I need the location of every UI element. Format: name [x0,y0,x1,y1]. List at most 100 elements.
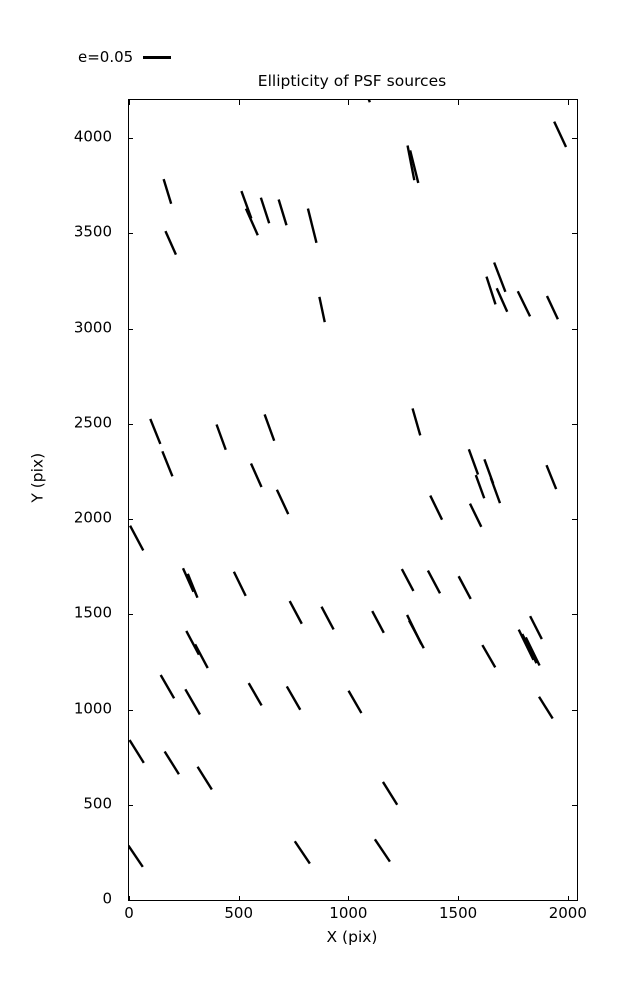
psf-whisker [481,644,497,668]
ellipticity-scale-legend: e=0.05 [78,44,172,70]
x-ticklabel: 0 [124,904,134,922]
x-ticklabel: 1000 [329,904,368,922]
y-tick [128,709,133,711]
y-tick [128,804,133,806]
y-ticklabel: 3500 [73,222,112,241]
psf-whisker [162,178,173,205]
psf-whisker [320,606,335,631]
psf-whisker [553,121,568,148]
x-tick [238,896,240,901]
psf-whisker [164,230,178,256]
legend-label: e=0.05 [78,47,134,66]
psf-whisker [457,575,472,600]
psf-whisker [467,448,480,475]
y-ticklabel: 1000 [73,699,112,718]
y-tick [128,900,133,901]
psf-whisker [381,781,399,806]
psf-whisker [407,619,425,649]
psf-whisker [244,208,259,236]
psf-whisker [186,573,199,599]
psf-whisker [196,766,213,791]
y-tick-right [572,804,577,806]
psf-whisker [489,477,502,504]
y-tick-right [572,423,577,425]
x-tick-top [458,100,460,105]
psf-whisker [161,450,174,477]
x-ticklabel: 2000 [548,904,587,922]
x-tick [567,896,569,901]
psf-whisker [429,495,444,521]
y-tick [128,614,133,616]
y-ticklabel: 4000 [73,127,112,146]
x-tick-top [567,100,569,105]
whisker-series [129,100,568,868]
psf-whisker [529,615,543,640]
y-axis-label: Y (pix) [28,452,47,503]
psf-whisker [163,750,180,775]
psf-whisker [468,503,483,528]
psf-whisker [263,414,276,442]
psf-whisker [293,840,311,865]
psf-whisker [259,197,271,224]
psf-whisker [521,633,538,664]
psf-whisker [408,150,420,184]
y-ticklabel: 500 [83,794,112,813]
psf-whisker [232,571,247,597]
x-tick [129,896,130,901]
psf-whisker [373,838,391,863]
psf-whisker [275,489,290,515]
psf-whisker [318,296,326,323]
y-ticklabel: 2500 [73,413,112,432]
psf-whisker [367,100,371,103]
psf-whisker [194,643,209,669]
y-tick [128,233,133,235]
psf-whisker [129,739,145,764]
psf-whisker [184,688,201,716]
legend-whisker-icon [143,55,172,59]
plot-axes: 0 500 1000 1500 2000 [124,99,587,921]
psf-whisker [517,629,535,661]
y-tick-right [572,614,577,616]
psf-whisker [249,462,263,488]
y-tick-right [572,900,577,901]
y-tick-right [572,709,577,711]
psf-whisker [159,674,176,699]
psf-whisker [240,190,253,219]
y-tick-right [572,138,577,140]
psf-whisker [215,424,227,451]
y-axis-ticklabels: 0 500 1000 1500 2000 2500 3000 3500 4000 [0,99,120,906]
y-tick-right [572,519,577,521]
psf-whisker [371,610,385,634]
x-tick [348,896,350,901]
psf-whisker [495,287,509,313]
psf-whisker [247,682,263,707]
x-tick-top [129,100,130,105]
psf-whisker [129,525,145,552]
psf-whisker [524,636,541,667]
x-tick-top [238,100,240,105]
psf-whisker [426,569,442,594]
psf-whisker [485,276,497,305]
x-tick [458,896,460,901]
x-tick-top [348,100,350,105]
psf-whisker [400,568,415,592]
psf-whisker [493,262,507,293]
y-ticklabel: 0 [102,889,112,908]
psf-whisker [516,290,532,317]
x-ticklabel: 500 [224,904,254,922]
psf-whisker [181,567,195,593]
psf-whisker [347,690,363,714]
psf-whisker [474,474,486,499]
psf-whisker [545,464,558,490]
y-tick-right [572,233,577,235]
x-ticklabel: 1500 [438,904,478,922]
plot-title: Ellipticity of PSF sources [257,72,447,90]
y-tick [128,519,133,521]
y-tick [128,423,133,425]
psf-whisker [411,408,422,436]
psf-whisker [185,630,200,656]
psf-whisker [306,208,318,244]
y-tick [128,328,133,330]
psf-whisker [285,685,302,711]
